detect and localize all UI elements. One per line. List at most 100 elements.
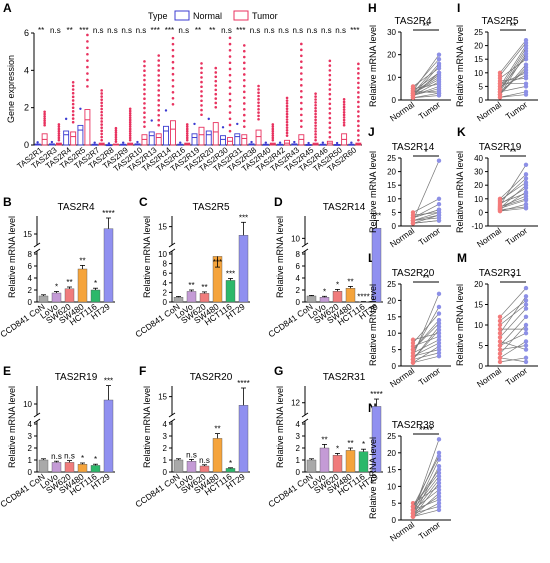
panel-a-tumor-outlier (185, 134, 189, 137)
panel-a-tumor-outlier (342, 108, 346, 111)
panel-a-tumor-outlier (228, 61, 232, 65)
panel-a-tumor-outlier (128, 107, 132, 111)
panel-a-tumor-outlier (157, 59, 161, 62)
panel-a-tumor-outlier (114, 135, 118, 139)
panel-c-title: TAS2R5 (192, 202, 229, 213)
panel-a-tumor-outlier (71, 110, 75, 113)
panel-m-pair-line (499, 316, 527, 346)
panel-a-tumor-outlier (257, 91, 260, 94)
panel-l-y-tick-label: 25 (387, 280, 396, 289)
panel-b-bar (103, 228, 114, 303)
panel-k-pair-line (499, 199, 527, 209)
panel-a-significance: n.s (178, 26, 189, 35)
panel-n-pair-line (412, 469, 440, 507)
panel-l-y-tick-label: 20 (387, 296, 396, 305)
panel-e-bar (51, 462, 62, 473)
panel-a-tumor-outlier (57, 138, 61, 142)
panel-a-tumor-outlier (285, 115, 289, 119)
panel-d-y-tick-label: 0 (296, 298, 301, 307)
panel-m-normal-point (497, 326, 503, 332)
panel-n-y-label: Relative mRNA level (368, 437, 378, 519)
panel-a-tumor-outlier (357, 91, 360, 94)
panel-a-tumor-outlier (200, 80, 203, 84)
panel-n-tumor-point (436, 484, 442, 489)
panel-i-y-tick-label: 5 (479, 82, 484, 91)
panel-n-pair-line (412, 509, 440, 517)
panel-l-pair-line (412, 323, 440, 350)
panel-h-pair-line (412, 72, 440, 96)
panel-a-tumor-outlier (357, 72, 360, 75)
panel-b-bar (90, 289, 101, 303)
panel-l-pair-line (412, 355, 440, 364)
panel-b-y-tick-label: 2 (28, 286, 33, 295)
panel-a-tumor-outlier (342, 103, 346, 106)
panel-a-tumor-box (212, 122, 219, 146)
panel-a-significance: *** (79, 26, 88, 35)
panel-a-significance: ** (38, 26, 44, 35)
panel-a-tumor-outlier (143, 88, 146, 91)
panel-m-y-tick-label: 15 (474, 301, 483, 310)
panel-a-tumor-outlier (157, 108, 161, 112)
panel-n-tumor-point (436, 507, 442, 513)
legend-normal-label: Normal (193, 11, 222, 21)
panel-a-tumor-outlier (242, 73, 246, 76)
panel-j-normal-point (410, 218, 416, 223)
panel-i-pair-line (499, 39, 527, 74)
panel-l-tumor-point (436, 327, 442, 333)
panel-a-significance: n.s (121, 26, 132, 35)
panel-m-tumor-point (523, 339, 529, 344)
panel-m-tumor-point (523, 302, 529, 307)
panel-c-axis-break (168, 248, 176, 254)
legend-tumor-label: Tumor (252, 11, 278, 21)
panel-a-tumor-outlier (57, 129, 61, 133)
panel-d-bar (332, 291, 343, 303)
panel-a-normal-box (220, 135, 226, 146)
panel-a-tumor-outlier (357, 119, 360, 123)
panel-e-y-tick-label: 3 (28, 432, 33, 441)
panel-k-y-tick-label: 0 (479, 208, 484, 217)
panel-i-y-tick-label: 0 (479, 96, 484, 105)
panel-a-tumor-outlier (171, 48, 175, 52)
panel-a-normal-outlier (350, 141, 353, 144)
panel-i-normal-point (497, 73, 503, 78)
panel-n-tumor-point (436, 464, 442, 469)
panel-a-tumor-outlier (143, 97, 146, 101)
panel-a-tumor-outlier (128, 114, 132, 117)
panel-l-tumor-point (436, 324, 442, 329)
panel-d-significance: * (336, 280, 339, 289)
panel-a-tumor-outlier (257, 98, 260, 101)
panel-j-tumor-point (436, 196, 442, 201)
panel-a-tumor-outlier (257, 101, 260, 104)
panel-a-tumor-outlier (200, 66, 203, 70)
panel-a-tumor-outlier (128, 120, 132, 124)
panel-c-y-tick-label: 2 (163, 288, 168, 297)
panel-a-significance: *** (350, 26, 359, 35)
panel-d-bar (345, 288, 356, 303)
panel-g-significance: * (362, 440, 365, 449)
panel-m-y-tick-label: 5 (479, 342, 484, 351)
panel-a-significance: n.s (221, 26, 232, 35)
panel-a-normal-outlier (64, 117, 68, 121)
panel-d-significance: ** (347, 277, 353, 286)
panel-k-title: TAS2R19 (479, 142, 522, 153)
panel-a-tumor-outlier (228, 117, 232, 121)
panel-letter-M: M (457, 251, 467, 265)
panel-a-tumor-outlier (242, 61, 246, 65)
panel-a-tumor-outlier (314, 98, 317, 101)
panel-a-tumor-outlier (242, 90, 246, 94)
panel-a-tumor-outlier (342, 97, 346, 101)
panel-a-significance: n.s (50, 26, 61, 35)
panel-a-tumor-outlier (86, 72, 89, 75)
panel-b-bar (77, 268, 88, 303)
panel-l-normal-point (410, 340, 416, 346)
panel-a-tumor-outlier (143, 74, 146, 77)
panel-l-normal-point (410, 337, 416, 342)
panel-i-tumor-point (523, 92, 529, 97)
panel-m-normal-point (497, 331, 503, 336)
panel-n-category-label: Tumor (417, 519, 443, 541)
panel-l-pair-line (412, 339, 440, 354)
panel-k-y-tick-label: -10 (471, 222, 483, 231)
panel-j-category-label: Tumor (417, 225, 443, 247)
panel-a-tumor-outlier (200, 104, 203, 107)
panel-letter-C: C (139, 195, 148, 209)
